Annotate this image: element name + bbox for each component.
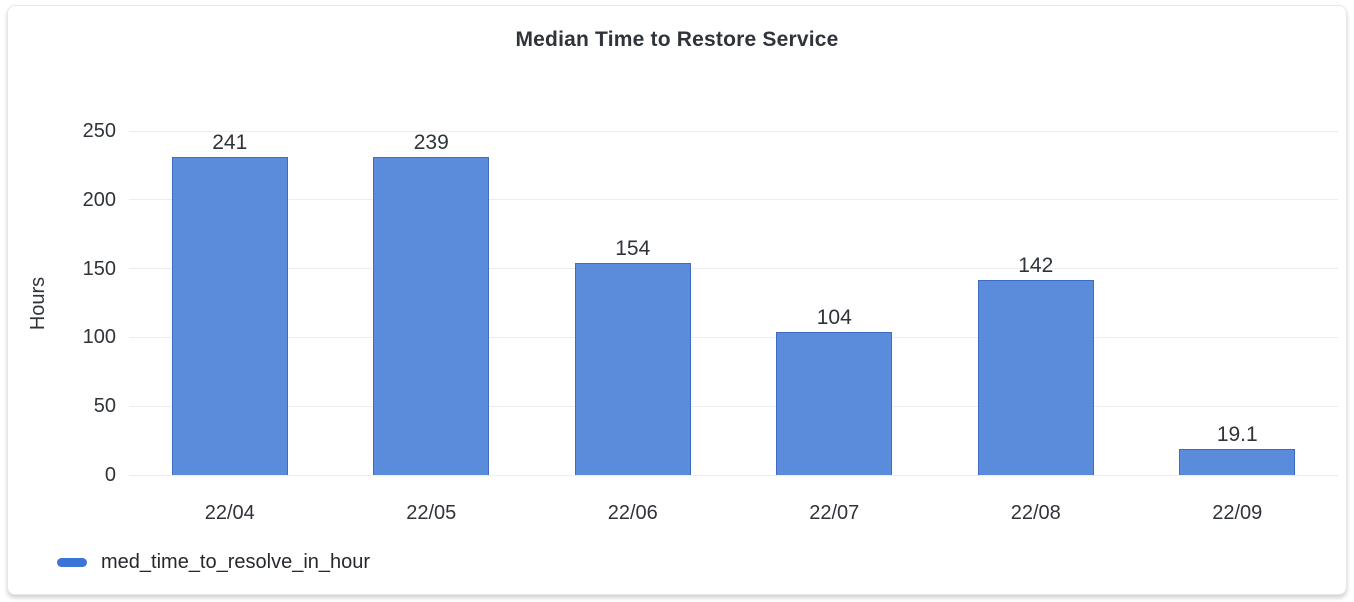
x-tick-label: 22/09 xyxy=(1212,502,1263,524)
y-tick-label: 0 xyxy=(104,464,116,486)
bar-value-label: 19.1 xyxy=(1216,423,1258,446)
y-tick-label: 250 xyxy=(82,120,116,142)
bar-value-label: 239 xyxy=(413,131,449,154)
x-tick-label: 22/05 xyxy=(406,502,457,524)
gridline xyxy=(129,199,1338,201)
bar-22/08[interactable] xyxy=(977,280,1094,475)
bar-value-label: 154 xyxy=(615,237,651,260)
x-tick-label: 22/07 xyxy=(809,502,860,524)
bars-row: 241 239 154 104 142 19.1 xyxy=(129,131,1338,475)
bar-slot: 142 xyxy=(935,131,1137,475)
y-tick-label: 200 xyxy=(82,188,116,211)
bar-slot: 241 xyxy=(129,131,331,475)
gridline xyxy=(129,405,1338,407)
bar-22/09[interactable] xyxy=(1179,449,1296,475)
bar-22/07[interactable] xyxy=(776,332,893,475)
y-axis-label-text: Hours xyxy=(27,276,50,330)
plot-area: 241 239 154 104 142 19.1 0 50 100 150 200 250 xyxy=(83,121,1338,485)
legend-marker-icon xyxy=(57,558,87,567)
bar-22/06[interactable] xyxy=(574,263,691,475)
gridline xyxy=(129,336,1338,338)
x-tick-label: 22/08 xyxy=(1010,502,1061,524)
y-axis-label: Hours xyxy=(26,131,52,475)
x-tick-label: 22/04 xyxy=(204,502,255,524)
bar-slot: 239 xyxy=(331,131,533,475)
x-axis-labels: 22/04 22/05 22/06 22/07 22/08 22/09 xyxy=(129,502,1338,525)
legend-item[interactable]: med_time_to_resolve_in_hour xyxy=(57,551,370,574)
bar-value-label: 104 xyxy=(816,306,852,329)
bar-slot: 19.1 xyxy=(1137,131,1339,475)
bar-22/04[interactable] xyxy=(171,157,288,475)
y-tick-label: 100 xyxy=(82,326,116,349)
bar-value-label: 241 xyxy=(212,131,248,154)
gridline xyxy=(129,130,1338,132)
gridline xyxy=(129,268,1338,270)
bar-slot: 154 xyxy=(532,131,734,475)
chart-panel-card: Median Time to Restore Service Hours 241… xyxy=(7,5,1347,595)
y-tick-label: 50 xyxy=(93,395,116,418)
gridline xyxy=(129,474,1338,476)
legend-label: med_time_to_resolve_in_hour xyxy=(101,551,371,573)
x-tick-label: 22/06 xyxy=(607,502,658,524)
bar-slot: 104 xyxy=(734,131,936,475)
bar-22/05[interactable] xyxy=(373,157,490,475)
bar-value-label: 142 xyxy=(1018,254,1054,277)
chart-title: Median Time to Restore Service xyxy=(515,28,839,51)
y-tick-label: 150 xyxy=(82,257,116,280)
